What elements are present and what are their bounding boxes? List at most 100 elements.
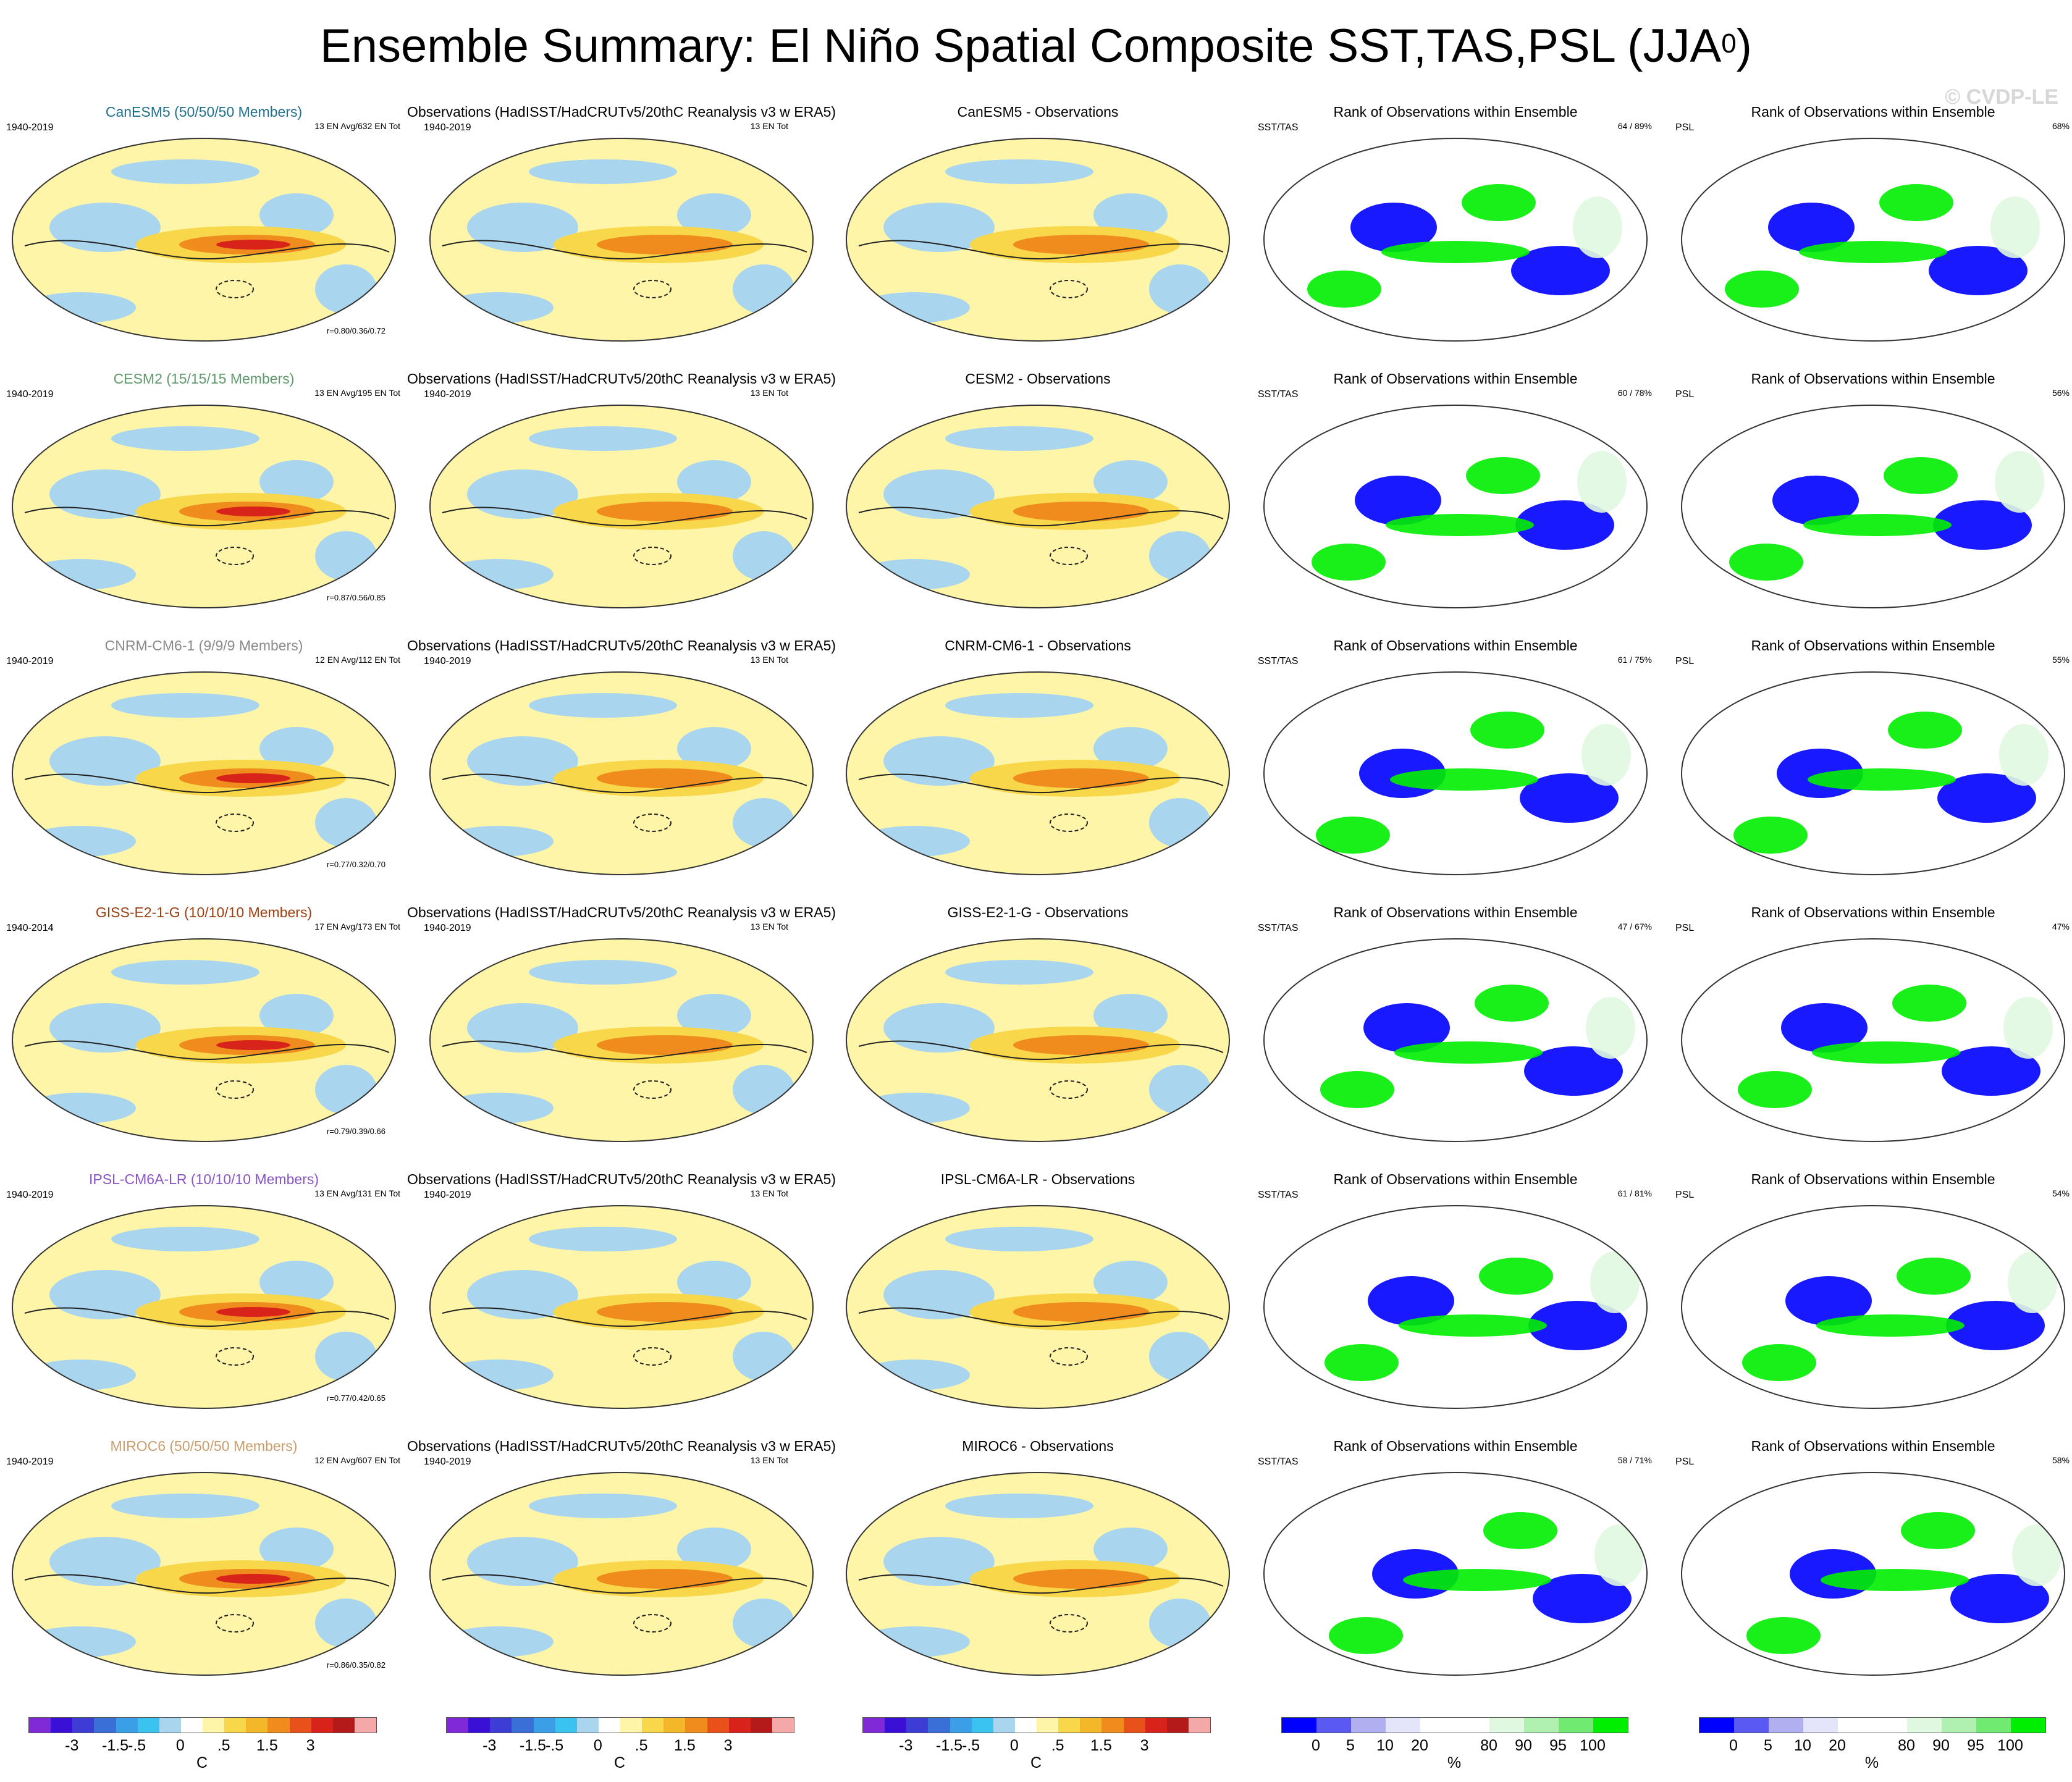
rank-map — [1681, 405, 2065, 608]
rank-region — [1320, 1071, 1394, 1108]
rank-map — [1681, 138, 2065, 342]
cool-anomaly — [25, 559, 136, 590]
cool-anomaly — [529, 426, 677, 451]
cool-anomaly — [677, 994, 751, 1037]
colorbar-swatch — [267, 1718, 290, 1733]
cool-anomaly — [529, 1494, 677, 1518]
cool-anomaly — [442, 826, 554, 857]
colorbar-tick: -.5 — [545, 1737, 564, 1754]
rank-region — [1812, 1041, 1960, 1064]
colorbar-swatch — [928, 1718, 950, 1733]
psl-contour-negative — [216, 1614, 254, 1633]
rank-map — [1263, 1205, 1648, 1409]
rank-region — [1316, 817, 1390, 854]
colorbar-tick: 20 — [1411, 1737, 1428, 1754]
rank-region — [1590, 1251, 1640, 1313]
cool-anomaly — [677, 460, 751, 503]
rank-region — [1475, 985, 1549, 1022]
rank-map — [1681, 1205, 2065, 1409]
cool-anomaly — [1149, 1332, 1211, 1381]
obs-map — [429, 1472, 814, 1676]
panel-model-4-1: GISS-E2-1-G (10/10/10 Members) 1940-2014 1… — [0, 904, 408, 1158]
colorbar-unit: C — [613, 1754, 626, 1771]
cool-anomaly — [49, 1003, 161, 1053]
diff-map — [846, 138, 1230, 342]
psl-rank-percent: 68% — [2052, 121, 2070, 131]
model-title: IPSL-CM6A-LR (10/10/10 Members) — [89, 1171, 319, 1187]
rank-title-sst: Rank of Observations within Ensemble — [1333, 371, 1578, 387]
model-map — [12, 405, 396, 608]
map-outline — [12, 138, 396, 342]
rank-map — [1263, 938, 1648, 1142]
colorbar-swatch — [533, 1718, 555, 1733]
colorbar-tick: 80 — [1480, 1737, 1497, 1754]
warm-anomaly-core — [597, 1569, 733, 1589]
sst-tas-label: SST/TAS — [1258, 122, 1299, 133]
psl-contour-negative — [216, 1080, 254, 1099]
warm-anomaly-core — [597, 502, 733, 521]
colorbar-tick: 20 — [1829, 1737, 1846, 1754]
cool-anomaly — [111, 1494, 259, 1518]
rank-title-sst: Rank of Observations within Ensemble — [1333, 1171, 1578, 1187]
rank-region — [1808, 768, 1956, 791]
map-outline — [12, 1205, 396, 1409]
warm-anomaly-core — [1013, 1035, 1149, 1055]
event-count: 13 EN Avg/195 EN Tot — [314, 388, 400, 398]
rank-region — [1466, 457, 1540, 494]
difference-title: GISS-E2-1-G - Observations — [947, 904, 1129, 920]
cool-anomaly — [111, 426, 259, 451]
colorbar-swatch — [1080, 1718, 1102, 1733]
cool-anomaly — [859, 292, 970, 323]
cool-anomaly — [467, 1003, 578, 1053]
warm-anomaly-peak — [216, 773, 290, 783]
correlation-label: r=0.86/0.35/0.82 — [326, 1660, 385, 1670]
cool-anomaly — [315, 1332, 377, 1381]
rank-title-sst: Rank of Observations within Ensemble — [1333, 1438, 1578, 1454]
cool-anomaly — [467, 1270, 578, 1319]
map-outline — [1263, 938, 1648, 1142]
map-outline — [1681, 405, 2065, 608]
diff-map — [846, 938, 1230, 1142]
obs-map — [429, 671, 814, 875]
obs-title: Observations (HadISST/HadCRUTv5/20thC Re… — [406, 104, 836, 120]
rank-region — [1942, 1046, 2040, 1096]
cool-anomaly — [315, 264, 377, 314]
obs-event-count: 13 EN Tot — [750, 388, 788, 398]
warm-anomaly-core — [1013, 1569, 1149, 1589]
map-outline — [429, 938, 814, 1142]
cool-anomaly — [49, 736, 161, 786]
colorbar-swatch — [1907, 1718, 1942, 1733]
colorbar-swatch — [1037, 1718, 1059, 1733]
rank-region — [1483, 1512, 1557, 1549]
obs-title: Observations (HadISST/HadCRUTv5/20thC Re… — [406, 1171, 836, 1187]
rank-region — [1403, 1569, 1551, 1591]
rank-region — [1733, 817, 1808, 854]
psl-contour-negative — [633, 813, 672, 832]
psl-contour — [24, 1307, 390, 1327]
colorbar-swatch — [311, 1718, 333, 1733]
sst-rank-percent: 60 / 78% — [1617, 388, 1652, 398]
rank-region — [1399, 1314, 1547, 1337]
colorbar-tick: 90 — [1515, 1737, 1532, 1754]
map-outline — [12, 671, 396, 875]
colorbar-tick: 0 — [1729, 1737, 1738, 1754]
map-outline — [429, 1205, 814, 1409]
sst-rank-percent: 61 / 81% — [1617, 1188, 1652, 1198]
obs-years-label: 1940-2019 — [424, 1190, 471, 1200]
obs-map — [429, 138, 814, 342]
rank-region — [1515, 500, 1614, 550]
rank-title-psl: Rank of Observations within Ensemble — [1751, 104, 1995, 120]
psl-contour — [858, 1307, 1224, 1327]
rank-region — [1573, 196, 1622, 258]
psl-label: PSL — [1675, 656, 1695, 666]
colorbar-tick: 0 — [1009, 1737, 1019, 1754]
colorbar-tick: 3 — [723, 1737, 733, 1754]
cool-anomaly — [1149, 531, 1211, 581]
panel-diff-2-3: CESM2 - Observations — [834, 371, 1242, 624]
map-outline — [1263, 1205, 1648, 1409]
panel-model-6-1: MIROC6 (50/50/50 Members) 1940-2019 12 EN … — [0, 1438, 408, 1691]
rank-region — [1511, 246, 1610, 295]
cool-anomaly — [49, 1270, 161, 1319]
cool-anomaly — [111, 159, 259, 184]
colorbar-swatch — [1123, 1718, 1145, 1733]
